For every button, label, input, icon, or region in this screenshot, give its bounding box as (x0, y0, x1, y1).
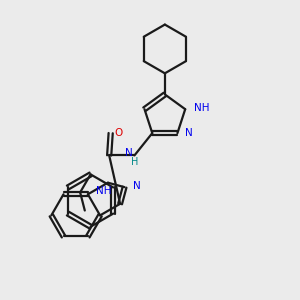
Text: N: N (185, 128, 193, 138)
Text: NH: NH (194, 103, 209, 113)
Text: O: O (114, 128, 122, 138)
Text: H: H (131, 157, 138, 167)
Text: NH: NH (96, 186, 111, 196)
Text: N: N (133, 181, 141, 191)
Text: N: N (125, 148, 133, 158)
